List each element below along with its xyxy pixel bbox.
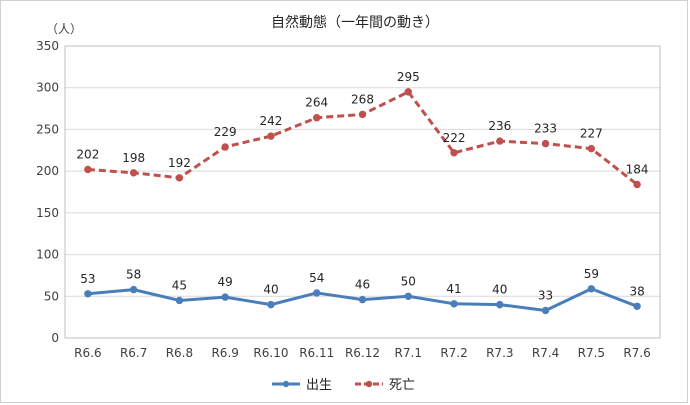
x-tick-label: R6.9: [211, 346, 238, 360]
y-tick-label: 200: [36, 164, 59, 178]
legend-label: 死亡: [389, 378, 415, 393]
legend-item: 出生: [272, 378, 332, 393]
data-point: [267, 132, 275, 140]
data-point: [175, 296, 184, 305]
x-tick-label: R6.7: [120, 346, 147, 360]
chart-title: 自然動態（一年間の動き）: [271, 14, 439, 31]
x-tick-label: R7.2: [440, 346, 467, 360]
data-point: [496, 137, 504, 145]
data-point: [84, 165, 92, 174]
y-tick-label: 100: [36, 248, 59, 262]
plot-area-border: [64, 45, 661, 339]
gridlines: [64, 45, 661, 339]
x-tick-label: R7.1: [395, 346, 422, 360]
x-tick-label: R7.3: [486, 346, 513, 360]
y-axis-ticks: 0 50 100 150 200 250 300 350: [36, 39, 59, 345]
data-label: 198: [122, 151, 145, 165]
y-tick-label: 350: [36, 39, 59, 53]
data-label: 268: [351, 92, 374, 106]
data-label: 53: [80, 272, 95, 286]
y-tick-label: 300: [36, 81, 59, 95]
data-point: [404, 88, 412, 96]
series-group: 53 58 45 49 40 54 46 50 41 40 33 59 38 202 198 192 229 24…: [76, 70, 649, 315]
data-label: 227: [580, 127, 603, 141]
data-point: [267, 300, 275, 309]
x-tick-label: R7.5: [578, 346, 605, 360]
data-point: [313, 289, 321, 297]
data-label: 40: [492, 283, 507, 297]
data-point: [129, 169, 138, 177]
data-label: 41: [446, 282, 461, 296]
data-point: [221, 143, 229, 151]
data-point: [221, 293, 229, 301]
x-tick-label: R6.6: [74, 346, 101, 360]
x-axis-ticks: R6.6 R6.7 R6.8 R6.9 R6.10 R6.11 R6.12 R7.1 R7.2 R…: [74, 346, 651, 360]
data-point: [129, 285, 138, 294]
data-point: [450, 149, 458, 157]
data-point: [404, 292, 412, 300]
x-tick-label: R6.11: [299, 346, 334, 360]
data-label: 54: [309, 271, 324, 285]
y-tick-label: 250: [36, 122, 59, 136]
data-label: 58: [126, 268, 141, 282]
data-point: [84, 290, 92, 298]
data-label: 242: [260, 114, 283, 128]
data-label: 229: [214, 125, 237, 139]
series-2: 202 198 192 229 242 264 268 295 222 236 233 227 184: [76, 70, 649, 189]
data-point: [450, 300, 458, 308]
x-tick-label: R6.12: [345, 346, 380, 360]
data-label: 33: [538, 288, 553, 302]
x-tick-label: R6.8: [166, 346, 193, 360]
data-point: [587, 285, 596, 293]
data-label: 49: [218, 275, 233, 289]
data-label: 202: [76, 147, 99, 161]
data-point: [358, 110, 367, 119]
y-tick-label: 150: [36, 206, 59, 220]
data-label: 192: [168, 156, 191, 170]
data-point: [633, 302, 641, 310]
data-label: 233: [534, 122, 557, 136]
data-label: 46: [355, 278, 370, 292]
data-label: 236: [488, 119, 511, 133]
data-label: 222: [443, 131, 466, 145]
data-label: 264: [305, 96, 328, 110]
data-label: 45: [172, 278, 187, 292]
data-point: [496, 300, 504, 309]
y-tick-label: 50: [44, 289, 59, 303]
x-tick-label: R7.6: [623, 346, 650, 360]
data-label: 59: [584, 267, 599, 281]
data-label: 184: [626, 162, 649, 176]
data-label: 40: [263, 283, 278, 297]
data-point: [313, 114, 321, 122]
data-point: [587, 144, 596, 153]
data-label: 50: [401, 274, 416, 288]
x-tick-label: R7.4: [532, 346, 559, 360]
data-point: [633, 180, 641, 189]
legend-marker: [282, 380, 290, 388]
legend: 出生 死亡: [272, 378, 415, 393]
data-label: 295: [397, 70, 420, 84]
legend-marker: [365, 380, 373, 388]
y-tick-label: 0: [51, 331, 59, 345]
data-label: 38: [629, 284, 644, 298]
legend-item: 死亡: [355, 378, 415, 393]
data-point: [541, 306, 550, 315]
y-axis-unit-label: （人）: [46, 22, 82, 36]
series-1: 53 58 45 49 40 54 46 50 41 40 33 59 38: [80, 267, 645, 315]
data-point: [175, 174, 184, 182]
legend-label: 出生: [306, 378, 332, 393]
data-point: [541, 139, 550, 148]
x-tick-label: R6.10: [253, 346, 288, 360]
data-point: [358, 295, 367, 304]
